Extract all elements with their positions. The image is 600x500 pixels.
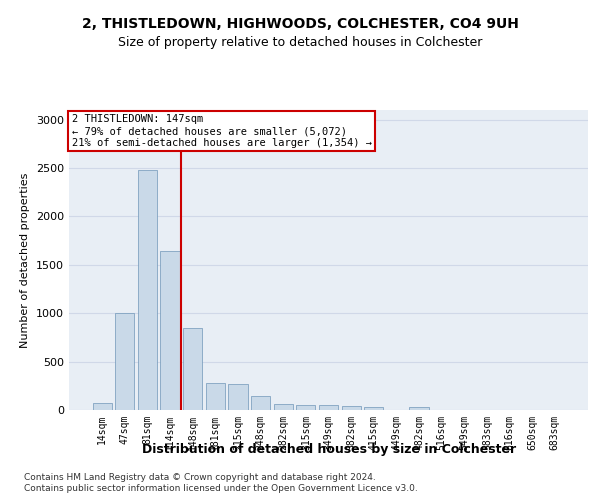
Y-axis label: Number of detached properties: Number of detached properties: [20, 172, 31, 348]
Bar: [409, 407, 428, 410]
Bar: [206, 384, 225, 410]
Bar: [160, 252, 180, 410]
Bar: [296, 405, 316, 410]
Text: Distribution of detached houses by size in Colchester: Distribution of detached houses by size …: [142, 442, 516, 456]
Bar: [138, 170, 157, 410]
Text: Contains HM Land Registry data © Crown copyright and database right 2024.: Contains HM Land Registry data © Crown c…: [24, 472, 376, 482]
Bar: [341, 406, 361, 410]
Text: 2, THISTLEDOWN, HIGHWOODS, COLCHESTER, CO4 9UH: 2, THISTLEDOWN, HIGHWOODS, COLCHESTER, C…: [82, 18, 518, 32]
Bar: [251, 396, 270, 410]
Text: Size of property relative to detached houses in Colchester: Size of property relative to detached ho…: [118, 36, 482, 49]
Text: Contains public sector information licensed under the Open Government Licence v3: Contains public sector information licen…: [24, 484, 418, 493]
Bar: [229, 384, 248, 410]
Bar: [319, 405, 338, 410]
Text: 2 THISTLEDOWN: 147sqm
← 79% of detached houses are smaller (5,072)
21% of semi-d: 2 THISTLEDOWN: 147sqm ← 79% of detached …: [71, 114, 371, 148]
Bar: [364, 406, 383, 410]
Bar: [115, 313, 134, 410]
Bar: [92, 402, 112, 410]
Bar: [274, 404, 293, 410]
Bar: [183, 328, 202, 410]
